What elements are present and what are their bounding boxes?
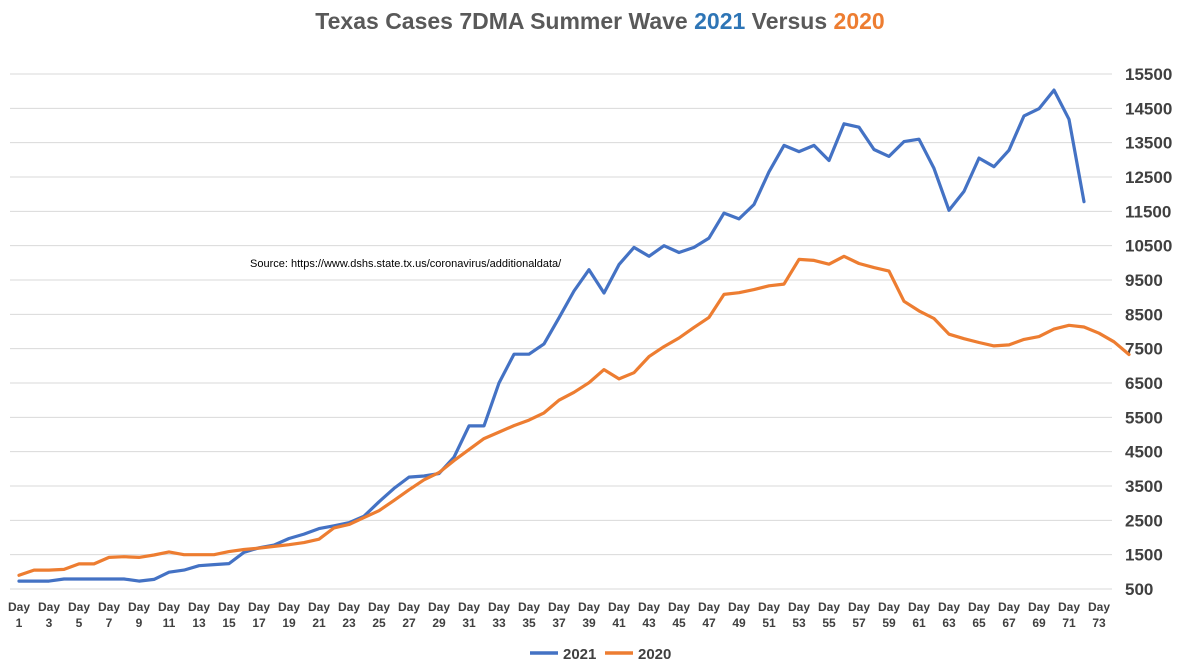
y-tick-label: 8500 bbox=[1125, 305, 1163, 324]
y-tick-label: 10500 bbox=[1125, 237, 1172, 256]
gridlines bbox=[10, 73, 1112, 590]
y-tick-label: 5500 bbox=[1125, 408, 1163, 427]
y-tick-label: 7500 bbox=[1125, 340, 1163, 359]
x-tick-label: Day 23 bbox=[338, 600, 360, 630]
x-tick-label: Day 37 bbox=[548, 600, 570, 630]
legend-label-2021: 2021 bbox=[563, 646, 596, 663]
x-tick-label: Day 35 bbox=[518, 600, 540, 630]
x-tick-label: Day 55 bbox=[818, 600, 840, 630]
legend: 2021 2020 bbox=[530, 646, 671, 663]
x-tick-label: Day 61 bbox=[908, 600, 930, 630]
x-tick-label: Day 17 bbox=[248, 600, 270, 630]
x-tick-label: Day 71 bbox=[1058, 600, 1080, 630]
x-tick-label: Day 3 bbox=[38, 600, 60, 630]
legend-label-2020: 2020 bbox=[638, 646, 671, 663]
x-tick-label: Day 19 bbox=[278, 600, 300, 630]
x-tick-label: Day 43 bbox=[638, 600, 660, 630]
x-tick-label: Day 21 bbox=[308, 600, 330, 630]
title-part-2020: 2020 bbox=[834, 8, 885, 34]
y-tick-label: 12500 bbox=[1125, 168, 1172, 187]
x-tick-label: Day 41 bbox=[608, 600, 630, 630]
x-tick-label: Day 59 bbox=[878, 600, 900, 630]
y-tick-label: 2500 bbox=[1125, 511, 1163, 530]
x-tick-label: Day 51 bbox=[758, 600, 780, 630]
y-tick-label: 6500 bbox=[1125, 374, 1163, 393]
x-tick-label: Day 57 bbox=[848, 600, 870, 630]
x-tick-label: Day 65 bbox=[968, 600, 990, 630]
x-tick-label: Day 7 bbox=[98, 600, 120, 630]
x-tick-label: Day 5 bbox=[68, 600, 90, 630]
chart-title: Texas Cases 7DMA Summer Wave 2021 Versus… bbox=[315, 8, 884, 34]
title-part-2021: 2021 bbox=[694, 8, 745, 34]
x-tick-label: Day 31 bbox=[458, 600, 480, 630]
x-tick-label: Day 49 bbox=[728, 600, 750, 630]
y-tick-label: 11500 bbox=[1125, 202, 1171, 221]
x-tick-label: Day 13 bbox=[188, 600, 210, 630]
x-tick-label: Day 29 bbox=[428, 600, 450, 630]
x-tick-label: Day 69 bbox=[1028, 600, 1050, 630]
x-tick-label: Day 39 bbox=[578, 600, 600, 630]
x-tick-label: Day 45 bbox=[668, 600, 690, 630]
y-tick-label: 9500 bbox=[1125, 271, 1163, 290]
series-line-2021 bbox=[17, 88, 1086, 583]
x-tick-label: Day 53 bbox=[788, 600, 810, 630]
x-tick-label: Day 67 bbox=[998, 600, 1020, 630]
title-part-1: Texas Cases 7DMA Summer Wave bbox=[315, 8, 694, 34]
x-tick-label: Day 63 bbox=[938, 600, 960, 630]
y-tick-label: 14500 bbox=[1125, 99, 1172, 118]
x-axis-ticks: Day 1 Day 3 Day 5 Day 7 Day 9 Day 11 Day 13 Day 15 Day 17… bbox=[8, 600, 1110, 630]
x-tick-label: Day 73 bbox=[1088, 600, 1110, 630]
x-tick-label: Day 25 bbox=[368, 600, 390, 630]
x-tick-label: Day 15 bbox=[218, 600, 240, 630]
x-tick-label: Day 1 bbox=[8, 600, 30, 630]
title-part-3: Versus bbox=[745, 8, 833, 34]
series-lines bbox=[17, 88, 1131, 583]
y-axis-ticks: 500 1500 2500 3500 4500 5500 6500 7500 8500 9500 1… bbox=[1125, 65, 1172, 599]
x-tick-label: Day 27 bbox=[398, 600, 420, 630]
y-tick-label: 1500 bbox=[1125, 546, 1163, 565]
x-tick-label: Day 47 bbox=[698, 600, 720, 630]
source-annotation: Source: https://www.dshs.state.tx.us/cor… bbox=[250, 258, 562, 270]
y-tick-label: 15500 bbox=[1125, 65, 1172, 84]
y-tick-label: 4500 bbox=[1125, 443, 1163, 462]
x-tick-label: Day 11 bbox=[158, 600, 180, 630]
y-tick-label: 500 bbox=[1125, 580, 1153, 599]
y-tick-label: 3500 bbox=[1125, 477, 1163, 496]
x-tick-label: Day 9 bbox=[128, 600, 150, 630]
series-line-2020 bbox=[17, 254, 1131, 577]
x-tick-label: Day 33 bbox=[488, 600, 510, 630]
y-tick-label: 13500 bbox=[1125, 134, 1172, 153]
